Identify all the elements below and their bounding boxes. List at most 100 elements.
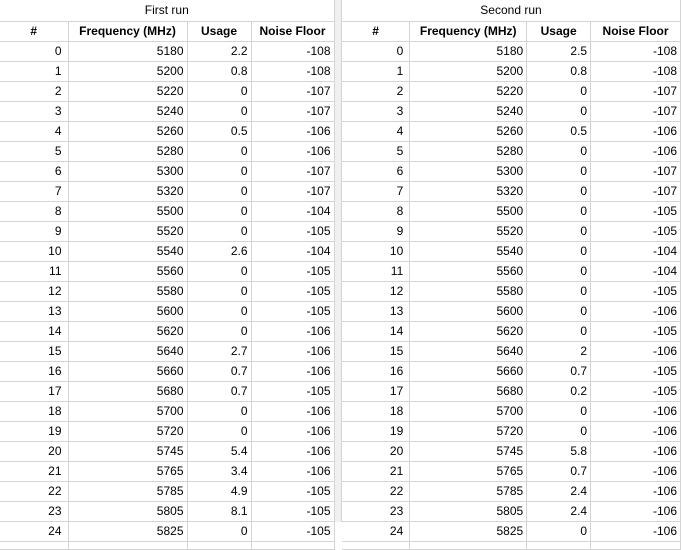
cell-index[interactable]: 18: [342, 401, 411, 422]
cell-index[interactable]: 6: [0, 161, 69, 182]
cell-index[interactable]: 20: [0, 441, 69, 462]
cell-usage[interactable]: 0: [526, 401, 592, 422]
cell-usage[interactable]: 0: [526, 241, 592, 262]
cell-noise-floor[interactable]: -107: [590, 101, 681, 122]
cell-index[interactable]: 21: [342, 461, 411, 482]
cell-noise-floor[interactable]: -106: [590, 481, 681, 502]
cell-usage[interactable]: 0.7: [187, 381, 252, 402]
cell-noise-floor[interactable]: -105: [590, 221, 681, 242]
cell-frequency[interactable]: 5220: [409, 81, 528, 102]
cell-index[interactable]: 16: [0, 361, 69, 382]
cell-frequency[interactable]: 5200: [409, 61, 528, 82]
cell-index[interactable]: 19: [342, 421, 411, 442]
cell-usage[interactable]: 0: [187, 81, 252, 102]
cell-frequency[interactable]: 5805: [68, 501, 188, 522]
cell-frequency[interactable]: 5260: [409, 121, 528, 142]
cell-noise-floor[interactable]: -107: [251, 161, 335, 182]
cell-index[interactable]: 23: [0, 501, 69, 522]
cell-usage[interactable]: 0.8: [187, 61, 252, 82]
cell-index[interactable]: 12: [342, 281, 411, 302]
cell-usage[interactable]: 0: [526, 201, 592, 222]
cell-usage[interactable]: 0: [526, 81, 592, 102]
cell-usage[interactable]: 0.7: [526, 461, 592, 482]
cell-noise-floor[interactable]: -106: [251, 321, 335, 342]
cell-frequency[interactable]: 5765: [409, 461, 528, 482]
cell-usage[interactable]: 0: [187, 421, 252, 442]
cell-frequency[interactable]: 5540: [68, 241, 188, 262]
cell-usage[interactable]: 0: [187, 161, 252, 182]
cell-frequency[interactable]: 5600: [68, 301, 188, 322]
cell-frequency[interactable]: 5680: [409, 381, 528, 402]
cell-noise-floor[interactable]: -105: [251, 301, 335, 322]
cell-usage[interactable]: 2.6: [187, 241, 252, 262]
cell-index[interactable]: 22: [0, 481, 69, 502]
cell-usage[interactable]: 2.7: [187, 341, 252, 362]
cell-usage[interactable]: 0: [526, 141, 592, 162]
cell-index[interactable]: 9: [342, 221, 411, 242]
cell-frequency[interactable]: 5580: [409, 281, 528, 302]
first-run-title[interactable]: First run: [0, 0, 335, 22]
cell-usage[interactable]: 0: [187, 201, 252, 222]
cell-usage[interactable]: 2: [526, 341, 592, 362]
cell-index[interactable]: 2: [0, 81, 69, 102]
header-usage[interactable]: Usage: [187, 21, 252, 42]
cell-frequency[interactable]: 5640: [409, 341, 528, 362]
empty-cell[interactable]: [526, 541, 592, 550]
header-usage[interactable]: Usage: [526, 21, 592, 42]
cell-usage[interactable]: 0: [187, 181, 252, 202]
cell-frequency[interactable]: 5720: [68, 421, 188, 442]
cell-noise-floor[interactable]: -105: [590, 361, 681, 382]
cell-index[interactable]: 19: [0, 421, 69, 442]
cell-noise-floor[interactable]: -106: [590, 441, 681, 462]
cell-noise-floor[interactable]: -108: [251, 61, 335, 82]
cell-index[interactable]: 5: [0, 141, 69, 162]
cell-usage[interactable]: 0.2: [526, 381, 592, 402]
cell-frequency[interactable]: 5785: [68, 481, 188, 502]
header-noise-floor[interactable]: Noise Floor: [590, 21, 681, 42]
cell-frequency[interactable]: 5765: [68, 461, 188, 482]
cell-noise-floor[interactable]: -107: [590, 81, 681, 102]
cell-noise-floor[interactable]: -105: [251, 481, 335, 502]
cell-index[interactable]: 11: [0, 261, 69, 282]
cell-frequency[interactable]: 5260: [68, 121, 188, 142]
cell-index[interactable]: 17: [0, 381, 69, 402]
cell-usage[interactable]: 8.1: [187, 501, 252, 522]
empty-cell[interactable]: [251, 541, 335, 550]
cell-index[interactable]: 5: [342, 141, 411, 162]
cell-noise-floor[interactable]: -107: [251, 81, 335, 102]
cell-usage[interactable]: 5.8: [526, 441, 592, 462]
cell-usage[interactable]: 2.2: [187, 41, 252, 62]
cell-index[interactable]: 16: [342, 361, 411, 382]
cell-noise-floor[interactable]: -107: [251, 181, 335, 202]
cell-index[interactable]: 15: [0, 341, 69, 362]
cell-frequency[interactable]: 5220: [68, 81, 188, 102]
cell-usage[interactable]: 0: [187, 281, 252, 302]
cell-index[interactable]: 23: [342, 501, 411, 522]
cell-frequency[interactable]: 5640: [68, 341, 188, 362]
empty-cell[interactable]: [342, 541, 411, 550]
cell-index[interactable]: 1: [0, 61, 69, 82]
cell-frequency[interactable]: 5560: [409, 261, 528, 282]
cell-index[interactable]: 2: [342, 81, 411, 102]
cell-frequency[interactable]: 5745: [409, 441, 528, 462]
cell-noise-floor[interactable]: -106: [590, 301, 681, 322]
cell-usage[interactable]: 4.9: [187, 481, 252, 502]
cell-frequency[interactable]: 5300: [68, 161, 188, 182]
cell-noise-floor[interactable]: -104: [590, 241, 681, 262]
cell-frequency[interactable]: 5825: [409, 521, 528, 542]
cell-noise-floor[interactable]: -106: [590, 521, 681, 542]
cell-noise-floor[interactable]: -104: [251, 241, 335, 262]
cell-frequency[interactable]: 5745: [68, 441, 188, 462]
empty-cell[interactable]: [0, 541, 69, 550]
cell-usage[interactable]: 0.7: [526, 361, 592, 382]
header-frequency[interactable]: Frequency (MHz): [68, 21, 188, 42]
cell-frequency[interactable]: 5240: [68, 101, 188, 122]
cell-index[interactable]: 13: [342, 301, 411, 322]
cell-frequency[interactable]: 5500: [409, 201, 528, 222]
cell-index[interactable]: 14: [0, 321, 69, 342]
cell-usage[interactable]: 2.5: [526, 41, 592, 62]
cell-frequency[interactable]: 5805: [409, 501, 528, 522]
cell-index[interactable]: 8: [0, 201, 69, 222]
header-frequency[interactable]: Frequency (MHz): [409, 21, 528, 42]
cell-frequency[interactable]: 5180: [409, 41, 528, 62]
